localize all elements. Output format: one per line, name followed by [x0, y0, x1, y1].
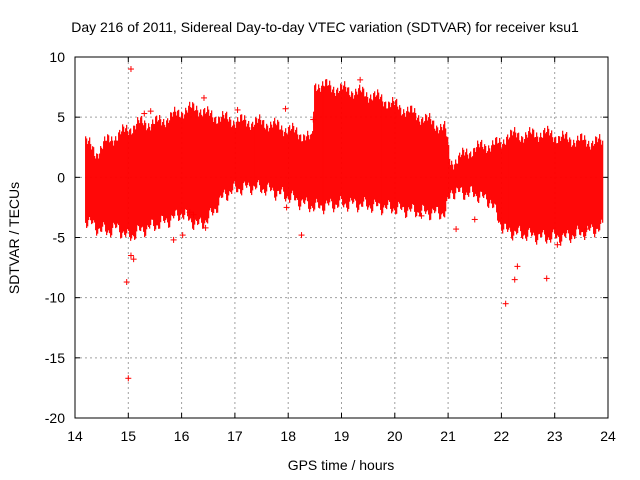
outlier-point: [554, 241, 561, 248]
outlier-point: [298, 232, 305, 239]
x-tick-label: 16: [174, 428, 190, 444]
chart-title: Day 216 of 2011, Sidereal Day-to-day VTE…: [71, 19, 579, 35]
outlier-point: [127, 66, 134, 73]
outlier-point: [123, 279, 130, 286]
outlier-point: [514, 263, 521, 270]
x-tick-label: 21: [440, 428, 456, 444]
plot-frame: [74, 56, 609, 419]
outlier-point: [200, 94, 207, 101]
outlier-point: [234, 106, 241, 113]
x-tick-label: 14: [67, 428, 83, 444]
outlier-point: [170, 236, 177, 243]
outlier-point: [179, 232, 186, 239]
axis-ticks: 14 15 16 17 18 19 20 21 22 23 24 10 5 0 -5 -10 -15 -20: [45, 49, 616, 444]
outlier-point: [127, 252, 134, 259]
x-tick-label: 19: [334, 428, 350, 444]
outlier-point: [141, 110, 148, 117]
outlier-point: [190, 211, 197, 218]
x-tick-label: 15: [121, 428, 137, 444]
y-tick-label: 5: [57, 109, 65, 125]
y-tick-label: -5: [53, 230, 66, 246]
outlier-point: [130, 256, 137, 263]
outlier-point: [583, 226, 590, 233]
y-axis-label: SDTVAR / TECUs: [6, 182, 22, 294]
outlier-point: [202, 224, 209, 231]
outlier-point: [282, 105, 289, 112]
x-axis-label: GPS time / hours: [288, 457, 395, 473]
outlier-point: [502, 300, 509, 307]
x-tick-label: 23: [547, 428, 563, 444]
y-tick-label: 0: [57, 169, 65, 185]
outlier-point: [186, 209, 193, 216]
outlier-point: [418, 212, 425, 219]
x-tick-label: 24: [600, 428, 616, 444]
y-tick-label: 10: [49, 49, 65, 65]
y-tick-label: -20: [45, 410, 65, 426]
outlier-point: [283, 204, 290, 211]
data-points: [85, 66, 604, 382]
x-tick-label: 18: [280, 428, 296, 444]
outlier-point: [511, 276, 518, 283]
y-tick-label: -10: [45, 290, 65, 306]
outlier-point: [125, 375, 132, 382]
y-tick-label: -15: [45, 350, 65, 366]
outlier-point: [310, 116, 317, 123]
outlier-point: [453, 226, 460, 233]
x-tick-label: 17: [227, 428, 243, 444]
x-tick-label: 20: [387, 428, 403, 444]
outlier-point: [471, 216, 478, 223]
x-tick-label: 22: [494, 428, 510, 444]
outlier-point: [543, 275, 550, 282]
outlier-point: [357, 76, 364, 83]
outlier-point: [147, 108, 154, 115]
